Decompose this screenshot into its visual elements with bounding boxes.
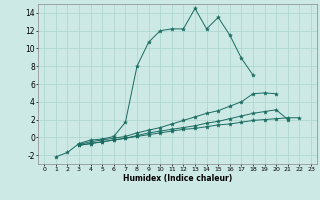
X-axis label: Humidex (Indice chaleur): Humidex (Indice chaleur): [123, 174, 232, 183]
